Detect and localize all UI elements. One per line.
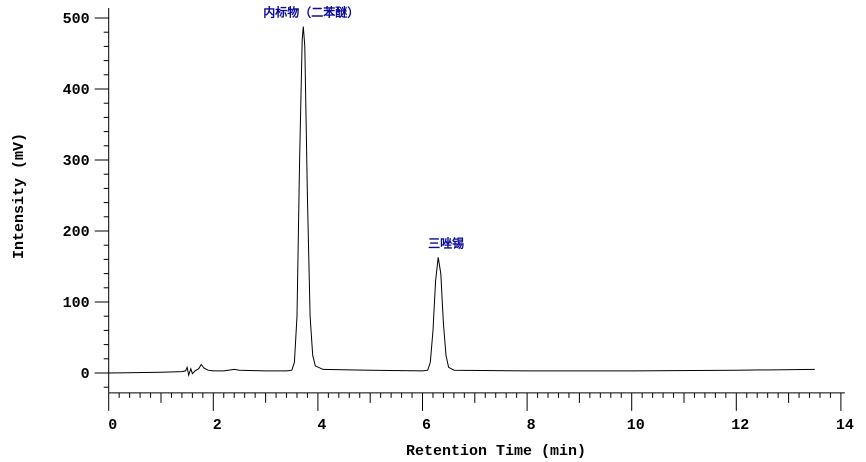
x-axis-title: Retention Time (min): [406, 443, 586, 460]
x-tick-label: 14: [836, 417, 854, 434]
y-tick-label: 200: [63, 224, 90, 241]
series-line: [108, 26, 815, 378]
y-tick-label: 500: [63, 11, 90, 28]
peak-label: 三唑锡: [428, 235, 464, 250]
peak-label: 内标物（二苯醚）: [263, 5, 359, 20]
x-tick-label: 12: [731, 417, 749, 434]
x-tick-label: 2: [213, 417, 222, 434]
y-tick-label: 100: [63, 295, 90, 312]
x-tick-label: 0: [108, 417, 117, 434]
x-tick-label: 8: [527, 417, 536, 434]
y-tick-label: 400: [63, 82, 90, 99]
y-tick-label: 300: [63, 153, 90, 170]
y-tick-label: 0: [81, 366, 90, 383]
annotations: 内标物（二苯醚） 三唑锡: [263, 5, 464, 251]
axes: [108, 8, 845, 394]
ticks: 0 100 200 300 400 500 0 2 4 6 8 10 12 14: [63, 11, 854, 434]
x-tick-label: 4: [317, 417, 326, 434]
x-tick-label: 6: [422, 417, 431, 434]
x-tick-label: 10: [627, 417, 645, 434]
y-axis-title: Intensity (mV): [11, 133, 28, 259]
